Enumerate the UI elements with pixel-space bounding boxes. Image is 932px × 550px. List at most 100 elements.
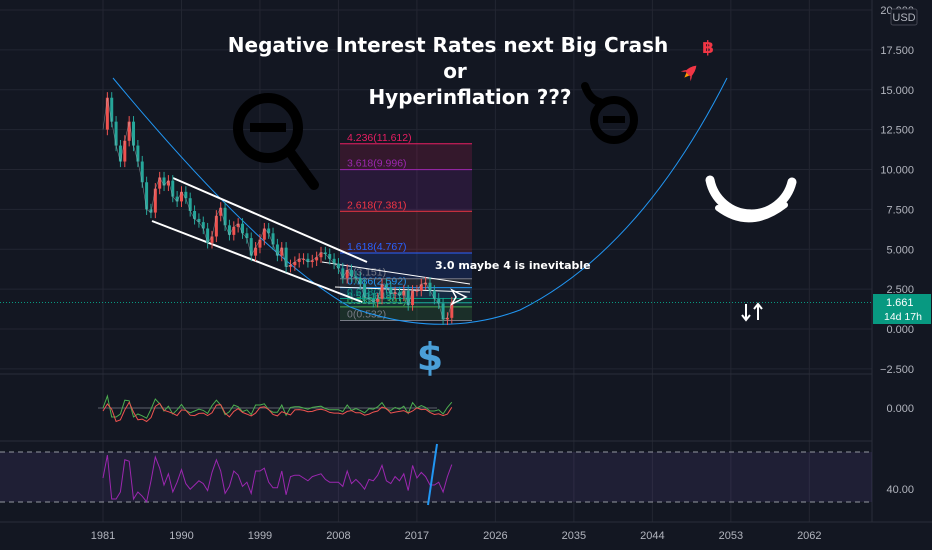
candle-body (315, 257, 319, 261)
title-line-1: Negative Interest Rates next Big Crash (228, 33, 668, 57)
fib-level-label: 2.618(7.381) (347, 199, 407, 211)
candle-body (363, 284, 367, 298)
time-tick-label: 1990 (169, 530, 193, 542)
candle-body (201, 222, 205, 229)
price-tick-label: 17.500 (880, 45, 914, 57)
candle-body (280, 247, 284, 256)
candle-body (223, 207, 227, 226)
macd-signal-line[interactable] (102, 401, 453, 423)
price-series[interactable] (102, 92, 454, 326)
candle-body (402, 290, 406, 296)
candle-body (105, 97, 109, 130)
price-tick-label: 2.500 (886, 284, 914, 296)
fib-zone (340, 211, 472, 253)
candle-body (184, 191, 188, 199)
candle-body (323, 252, 327, 255)
candle-body (132, 121, 136, 146)
candle-body (284, 247, 288, 267)
macd-tick-label: 0.000 (886, 403, 914, 415)
fib-level-label: 1.618(4.767) (347, 241, 407, 253)
candle-body (149, 209, 153, 213)
fib-zone (340, 298, 472, 303)
title-line-2: or (443, 59, 467, 83)
candle-body (419, 284, 423, 291)
candle-body (445, 317, 449, 320)
candle-body (245, 233, 249, 239)
last-price-tag[interactable]: 1.661 14d 17h (873, 294, 931, 324)
candle-body (328, 254, 332, 259)
candle-body (166, 180, 170, 186)
currency-label: USD (892, 12, 915, 24)
price-axis[interactable]: 20.00017.50015.00012.50010.0007.5005.000… (880, 5, 914, 496)
rsi-projection[interactable] (427, 443, 438, 506)
candle-body (127, 121, 131, 141)
dollar-sign-icon: $ (417, 335, 443, 379)
candle-body (332, 258, 336, 264)
candle-body (158, 177, 162, 189)
fibonacci-extension[interactable]: 0(0.532)0.382(1.391)0.5(1.648)0.618(1.91… (340, 132, 472, 322)
candle-body (450, 302, 454, 318)
fib-zone (340, 302, 472, 307)
price-line[interactable] (102, 97, 453, 320)
candle-body (389, 287, 393, 294)
candle-body (367, 297, 371, 299)
candle-body (232, 226, 236, 235)
chart-title[interactable]: Negative Interest Rates next Big Crash o… (228, 33, 668, 109)
up-down-arrows-icon (741, 302, 763, 322)
candle-body (302, 258, 306, 260)
candle-body (197, 218, 201, 223)
candle-body (123, 140, 127, 162)
price-tick-label: 5.000 (886, 244, 914, 256)
candle-body (236, 223, 240, 227)
candle-body (428, 282, 432, 291)
candle-body (219, 207, 223, 216)
parabolic-curve[interactable] (112, 77, 728, 325)
trend-line-2[interactable] (334, 286, 471, 293)
channel-upper-line[interactable] (172, 177, 368, 263)
time-tick-label: 2017 (405, 530, 429, 542)
fib-zone (340, 306, 472, 321)
candle-body (341, 268, 345, 278)
candle-body (432, 290, 436, 299)
candle-body (206, 228, 210, 243)
time-tick-label: 2026 (483, 530, 507, 542)
price-tick-label: 0.000 (886, 324, 914, 336)
channel-lower-line[interactable] (151, 220, 363, 303)
candle-body (397, 292, 401, 296)
candle-body (350, 269, 354, 277)
fib-zone (340, 169, 472, 212)
time-tick-label: 2008 (326, 530, 350, 542)
candle-body (267, 228, 271, 234)
currency-badge[interactable]: USD (890, 8, 918, 26)
fib-level-label: 3.618(9.996) (347, 158, 407, 170)
candle-body (424, 282, 428, 285)
price-tick-label: 7.500 (886, 204, 914, 216)
time-tick-label: 2053 (719, 530, 743, 542)
candle-body (114, 121, 118, 146)
annotation-text[interactable]: 3.0 maybe 4 is inevitable (435, 259, 591, 272)
candle-body (345, 269, 349, 278)
candle-body (271, 233, 275, 245)
crescent-icon (705, 175, 797, 223)
bitcoin-icon: ฿ (702, 38, 714, 58)
candle-body (415, 290, 419, 292)
candle-body (145, 182, 149, 210)
candle-body (110, 97, 114, 122)
candle-body (319, 252, 323, 258)
grid-lines (0, 0, 872, 522)
candle-body (411, 290, 415, 306)
rsi-tick-label: 40.00 (886, 484, 914, 496)
candle-body (227, 225, 231, 235)
fib-zone (340, 143, 472, 170)
rsi-line[interactable] (102, 454, 453, 503)
time-axis[interactable]: 1981 1990 1999 2008 2017 2026 2035 2044 2053 2062 (91, 530, 822, 542)
macd-indicator[interactable] (98, 394, 453, 423)
candle-body (293, 262, 297, 266)
candle-body (306, 258, 310, 263)
candle-body (275, 244, 279, 256)
candle-body (441, 303, 445, 320)
rsi-indicator[interactable] (102, 443, 453, 506)
candle-body (358, 277, 362, 285)
candle-body (171, 180, 175, 197)
